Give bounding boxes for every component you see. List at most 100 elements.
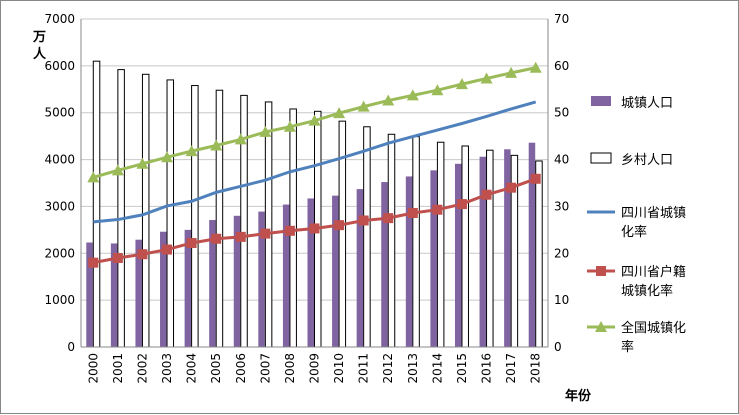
bar-rural	[264, 101, 273, 348]
y-left-tick-label: 3000	[44, 199, 75, 213]
bar-urban	[405, 176, 413, 347]
bar-rural	[461, 145, 469, 348]
y-axis-label-left: 万人	[32, 30, 47, 62]
x-tick-label: 2002	[135, 353, 149, 384]
square-marker	[358, 215, 369, 226]
x-tick-label: 2007	[258, 353, 272, 384]
y-left-tick-label: 7000	[44, 12, 75, 26]
bar-rural	[166, 79, 175, 348]
bar-rural	[436, 141, 445, 348]
triangle-marker	[382, 94, 395, 106]
x-tick-label: 2013	[406, 353, 420, 384]
x-tick-label: 2001	[111, 353, 125, 384]
legend-swatch	[591, 96, 611, 106]
bar-rural	[486, 149, 494, 348]
bar-rural	[117, 69, 125, 348]
bar-rural	[412, 136, 420, 348]
legend-marker	[596, 266, 606, 276]
legend-label: 城镇化率	[621, 283, 673, 299]
square-marker	[88, 257, 99, 268]
triangle-marker	[136, 157, 149, 169]
y-axis-label-char: 万	[32, 30, 46, 45]
square-marker	[162, 244, 173, 255]
triangle-marker	[431, 84, 444, 96]
bars	[86, 60, 543, 348]
y-right-tick-label: 10	[554, 293, 569, 307]
bar-urban	[479, 156, 487, 347]
triangle-marker	[333, 107, 346, 119]
y-axis-label-char: 人	[33, 46, 47, 62]
square-marker	[456, 199, 467, 210]
square-marker	[284, 225, 295, 236]
x-tick-label: 2010	[332, 353, 346, 384]
legend-label: 四川省户籍	[621, 264, 686, 280]
square-marker	[186, 237, 197, 248]
bar-rural	[191, 85, 199, 348]
y-left-tick-label: 2000	[44, 246, 75, 260]
triangle-marker	[161, 151, 174, 163]
bar-urban	[307, 198, 314, 347]
lines	[87, 61, 542, 268]
bar-urban	[209, 220, 216, 347]
legend-label: 四川省城镇	[621, 206, 686, 221]
y-right-tick-label: 0	[554, 340, 562, 354]
bar-rural	[92, 60, 101, 348]
square-marker	[383, 213, 394, 224]
bar-urban	[258, 211, 265, 347]
bar-urban	[528, 142, 536, 347]
x-axis-label: 年份	[565, 388, 592, 404]
x-tick-label: 2012	[381, 353, 395, 384]
legend-swatch	[590, 152, 612, 164]
bar-rural	[535, 160, 543, 348]
triangle-marker	[111, 164, 124, 176]
series-line	[93, 100, 537, 224]
y-right-tick-label: 70	[554, 12, 569, 26]
triangle-marker	[87, 171, 100, 183]
bar-urban	[160, 231, 167, 347]
square-marker	[309, 223, 320, 234]
triangle-marker	[259, 125, 272, 137]
bar-rural	[240, 94, 248, 348]
y-left-tick-label: 1000	[44, 293, 75, 307]
bar-urban	[135, 239, 142, 347]
triangle-marker	[480, 72, 493, 84]
bar-rural	[215, 89, 224, 348]
bar-urban	[233, 215, 241, 347]
x-tick-label: 2018	[529, 353, 543, 384]
triangle-marker	[529, 61, 542, 73]
y-left-tick-label: 0	[67, 340, 75, 354]
x-tick-label: 2006	[234, 353, 248, 384]
square-marker	[407, 207, 418, 218]
y-right-tick-label: 40	[554, 153, 569, 167]
x-tick-label: 2008	[283, 353, 297, 384]
square-marker	[506, 182, 517, 193]
y-right-tick-label: 60	[554, 59, 569, 73]
square-marker	[432, 204, 443, 215]
axes: 0 1000 2000 3000 4000 5000 6000 7000 0 10 20 30 40 50…	[44, 12, 569, 384]
x-tick-label: 2016	[480, 353, 494, 384]
legend-label: 全国城镇化	[621, 320, 686, 336]
bar-urban	[332, 195, 339, 347]
y-left-tick-label: 5000	[44, 106, 75, 120]
y-right-tick-label: 20	[554, 246, 569, 260]
bar-urban	[86, 242, 93, 347]
bar-rural	[363, 126, 371, 348]
x-tick-label: 2015	[455, 353, 469, 384]
square-marker	[112, 252, 123, 263]
square-marker	[137, 249, 148, 260]
legend-marker	[595, 321, 607, 332]
bar-rural	[387, 133, 396, 348]
y-left-tick-label: 4000	[44, 153, 75, 167]
x-tick-label: 2000	[86, 353, 100, 384]
legend-label: 乡村人口	[621, 153, 673, 168]
triangle-marker	[210, 139, 223, 151]
bar-rural	[141, 73, 150, 348]
x-tick-label: 2017	[504, 353, 518, 384]
triangle-marker	[308, 114, 321, 126]
triangle-marker	[505, 66, 518, 78]
x-tick-label: 2011	[357, 353, 371, 384]
bar-urban	[504, 149, 511, 347]
